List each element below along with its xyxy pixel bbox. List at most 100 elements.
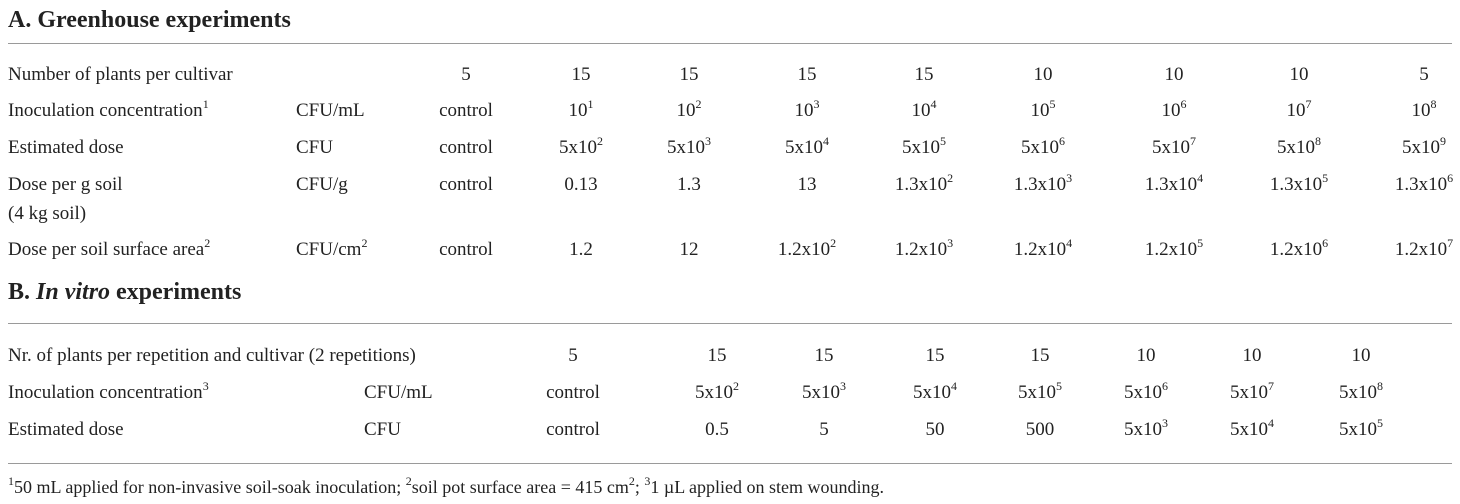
value-cell: 1.2	[569, 239, 593, 260]
superscript: 1	[587, 97, 594, 111]
value-cell: 500	[1025, 419, 1055, 440]
footnote-text: 1 µL applied on stem wounding.	[650, 477, 885, 497]
superscript: 6	[1447, 171, 1454, 185]
value-cell: 5x107	[1230, 379, 1274, 403]
value-cell: 5x104	[913, 379, 957, 403]
value-cell: 15	[797, 64, 817, 85]
row-label: Dose per soil surface area2	[8, 236, 211, 260]
superscript: 5	[1056, 379, 1062, 393]
superscript: 3	[1066, 171, 1073, 185]
value-cell: 108	[1411, 97, 1437, 121]
value-cell: 10	[1033, 64, 1053, 85]
value-cell: 5x109	[1402, 134, 1446, 158]
unit-cell: CFU/mL	[364, 382, 433, 403]
value-cell: 107	[1286, 97, 1312, 121]
superscript: 5	[1322, 171, 1329, 185]
superscript: 5	[1197, 236, 1204, 250]
superscript: 9	[1440, 134, 1446, 148]
value-cell: 15	[1030, 345, 1050, 366]
section-b-title-suffix: experiments	[110, 279, 242, 305]
footnote-rule	[8, 463, 1452, 464]
value-cell: 1.3	[677, 174, 701, 195]
table-footnote: 150 mL applied for non-invasive soil-soa…	[8, 474, 885, 498]
value-cell: 5x105	[902, 134, 946, 158]
row-label: Inoculation concentration3	[8, 379, 209, 403]
superscript: 7	[1305, 97, 1312, 111]
value-cell: 1.3x104	[1144, 171, 1204, 195]
superscript: 4	[951, 379, 957, 393]
value-cell: 1.2x107	[1394, 236, 1454, 260]
row-label: Estimated dose	[8, 137, 124, 158]
footnote-marker: 2	[628, 474, 635, 488]
superscript: 5	[1377, 416, 1383, 430]
superscript: 7	[1447, 236, 1454, 250]
value-cell: 10	[1242, 345, 1262, 366]
value-cell: 5	[568, 345, 578, 366]
value-cell: 5x103	[802, 379, 846, 403]
superscript: 6	[1059, 134, 1065, 148]
footnote-text: 50 mL applied for non-invasive soil-soak…	[14, 477, 406, 497]
superscript: 1	[202, 97, 209, 111]
value-cell: 0.13	[564, 174, 598, 195]
value-cell: 13	[797, 174, 817, 195]
value-cell: 5x104	[1230, 416, 1274, 440]
value-cell: 15	[925, 345, 945, 366]
unit-cell: CFU/mL	[296, 100, 365, 121]
value-cell: 15	[914, 64, 934, 85]
value-cell: 5x108	[1339, 379, 1383, 403]
superscript: 8	[1377, 379, 1383, 393]
superscript: 2	[361, 236, 368, 250]
value-cell: 1.3x103	[1013, 171, 1073, 195]
value-cell: 15	[707, 345, 727, 366]
superscript: 6	[1180, 97, 1187, 111]
unit-cell: CFU	[364, 419, 401, 440]
footnote-text: ;	[634, 477, 645, 497]
superscript: 4	[1268, 416, 1274, 430]
value-cell: control	[439, 239, 493, 260]
superscript: 2	[830, 236, 837, 250]
section-b-title-prefix: B.	[8, 279, 37, 305]
row-label: Estimated dose	[8, 419, 124, 440]
row-label: Number of plants per cultivar	[8, 64, 233, 85]
footnote-text: soil pot surface area = 415 cm	[411, 477, 629, 497]
value-cell: 15	[679, 64, 699, 85]
superscript: 7	[1190, 134, 1196, 148]
superscript: 2	[597, 134, 603, 148]
superscript: 2	[733, 379, 739, 393]
superscript: 4	[1197, 171, 1204, 185]
superscript: 3	[840, 379, 846, 393]
superscript: 2	[695, 97, 702, 111]
value-cell: 5x107	[1152, 134, 1196, 158]
value-cell: 1.2x106	[1269, 236, 1329, 260]
superscript: 2	[204, 236, 211, 250]
unit-cell: CFU	[296, 137, 333, 158]
footnote-marker: 3	[644, 474, 651, 488]
value-cell: 106	[1161, 97, 1187, 121]
value-cell: 10	[1164, 64, 1184, 85]
superscript: 8	[1315, 134, 1321, 148]
value-cell: 5x106	[1021, 134, 1065, 158]
value-cell: 1.3x106	[1394, 171, 1454, 195]
footnote-marker: 2	[405, 474, 412, 488]
superscript: 3	[202, 379, 209, 393]
superscript: 5	[940, 134, 946, 148]
value-cell: 5	[1419, 64, 1429, 85]
value-cell: 5x103	[667, 134, 711, 158]
unit-cell: CFU/cm2	[296, 236, 368, 260]
value-cell: 50	[925, 419, 945, 440]
value-cell: 5x103	[1124, 416, 1168, 440]
superscript: 4	[930, 97, 937, 111]
section-a-rule	[8, 43, 1452, 44]
value-cell: control	[546, 419, 600, 440]
value-cell: 15	[571, 64, 591, 85]
value-cell: 5	[461, 64, 471, 85]
section-b-title: B. In vitro experiments	[8, 278, 241, 306]
superscript: 8	[1430, 97, 1437, 111]
value-cell: 5x108	[1277, 134, 1321, 158]
value-cell: 103	[794, 97, 820, 121]
value-cell: 5x102	[559, 134, 603, 158]
superscript: 7	[1268, 379, 1274, 393]
value-cell: 1.2x103	[894, 236, 954, 260]
superscript: 4	[1066, 236, 1073, 250]
value-cell: 15	[814, 345, 834, 366]
